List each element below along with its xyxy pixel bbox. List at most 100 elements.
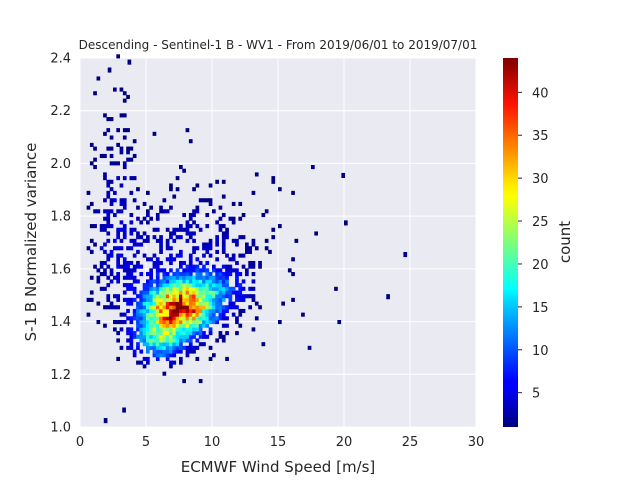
- heatmap-cell: [192, 312, 196, 317]
- heatmap-cell: [169, 283, 173, 288]
- heatmap-cell: [182, 290, 186, 295]
- heatmap-cell: [215, 283, 219, 288]
- heatmap-cell: [235, 316, 239, 321]
- heatmap-cell: [202, 290, 206, 295]
- heatmap-cell: [198, 275, 203, 280]
- heatmap-cell: [142, 305, 147, 310]
- heatmap-cell: [129, 220, 134, 225]
- heatmap-cell: [221, 305, 226, 310]
- heatmap-cell: [195, 183, 200, 188]
- heatmap-cell: [152, 305, 157, 310]
- heatmap-cell: [152, 345, 157, 350]
- heatmap-cell: [235, 242, 239, 247]
- heatmap-cell: [218, 294, 223, 299]
- heatmap-cell: [155, 305, 160, 310]
- heatmap-cell: [165, 279, 170, 284]
- heatmap-cell: [116, 264, 120, 269]
- heatmap-cell: [182, 319, 186, 325]
- heatmap-cell: [188, 286, 193, 291]
- heatmap-cell: [99, 224, 104, 229]
- heatmap-cell: [175, 279, 180, 284]
- heatmap-cell: [119, 113, 124, 118]
- heatmap-cell: [245, 294, 249, 299]
- heatmap-cell: [172, 338, 177, 343]
- heatmap-cell: [165, 323, 170, 328]
- heatmap-cell: [264, 209, 269, 214]
- heatmap-cell: [172, 294, 177, 299]
- heatmap-cell: [159, 349, 163, 354]
- colorbar: 5 10 15 20 25 30 35 40 count: [503, 58, 574, 427]
- heatmap-cell: [116, 294, 120, 299]
- heatmap-cell: [106, 212, 111, 218]
- heatmap-cell: [169, 342, 173, 347]
- heatmap-cell: [221, 242, 226, 247]
- heatmap-cell: [185, 272, 190, 277]
- heatmap-cell: [179, 272, 183, 277]
- heatmap-cell: [221, 283, 226, 288]
- heatmap-cell: [122, 227, 127, 232]
- heatmap-cell: [159, 205, 163, 210]
- heatmap-cell: [182, 345, 186, 350]
- heatmap-cell: [109, 179, 114, 184]
- heatmap-cell: [182, 227, 186, 232]
- heatmap-cell: [218, 305, 223, 310]
- heatmap-cell: [139, 349, 144, 354]
- heatmap-cell: [221, 279, 226, 284]
- heatmap-cell: [122, 161, 127, 166]
- heatmap-cell: [221, 212, 226, 218]
- heatmap-cell: [251, 238, 256, 243]
- heatmap-cell: [162, 338, 167, 343]
- heatmap-cell: [122, 113, 127, 118]
- heatmap-cell: [122, 275, 127, 280]
- heatmap-cell: [195, 297, 200, 302]
- heatmap-cell: [195, 290, 200, 295]
- heatmap-cell: [179, 334, 183, 339]
- heatmap-cell: [116, 338, 120, 343]
- heatmap-cell: [126, 260, 130, 266]
- heatmap-cell: [149, 323, 153, 328]
- heatmap-cell: [155, 334, 160, 339]
- heatmap-cell: [215, 249, 219, 254]
- x-tick-label: 25: [402, 435, 419, 450]
- heatmap-cell: [119, 198, 124, 203]
- heatmap-cell: [212, 308, 216, 314]
- heatmap-cell: [116, 260, 120, 266]
- heatmap-cell: [202, 286, 206, 291]
- heatmap-cell: [212, 264, 216, 269]
- heatmap-cell: [159, 297, 163, 302]
- heatmap-cell: [175, 312, 180, 317]
- heatmap-cell: [152, 301, 157, 306]
- heatmap-cell: [221, 235, 226, 240]
- heatmap-cell: [228, 264, 233, 269]
- heatmap-cell: [109, 161, 114, 166]
- heatmap-cell: [205, 290, 210, 295]
- heatmap-cell: [208, 279, 213, 284]
- heatmap-cell: [202, 331, 206, 336]
- heatmap-outlier-cell: [341, 172, 346, 179]
- heatmap-cell: [291, 257, 295, 262]
- heatmap-cell: [142, 356, 147, 361]
- heatmap-cell: [126, 157, 130, 162]
- heatmap-cell: [179, 283, 183, 288]
- heatmap-cell: [165, 331, 170, 336]
- heatmap-cell: [149, 305, 153, 310]
- heatmap-cell: [205, 272, 210, 277]
- heatmap-cell: [205, 283, 210, 288]
- heatmap-cell: [228, 290, 233, 295]
- heatmap-cell: [212, 286, 216, 291]
- heatmap-cell: [146, 349, 150, 354]
- heatmap-cell: [142, 216, 147, 221]
- heatmap-cell: [103, 153, 107, 159]
- heatmap-cell: [235, 272, 239, 277]
- heatmap-cell: [188, 327, 193, 332]
- heatmap-cell: [159, 290, 163, 295]
- heatmap-cell: [241, 297, 246, 302]
- heatmap-outlier-cell: [103, 418, 108, 424]
- heatmap-cell: [218, 286, 223, 291]
- heatmap-cell: [96, 279, 101, 284]
- heatmap-cell: [228, 216, 233, 221]
- heatmap-cell: [238, 253, 243, 258]
- heatmap-cell: [113, 327, 117, 332]
- heatmap-cell: [152, 353, 157, 358]
- heatmap-cell: [96, 209, 101, 214]
